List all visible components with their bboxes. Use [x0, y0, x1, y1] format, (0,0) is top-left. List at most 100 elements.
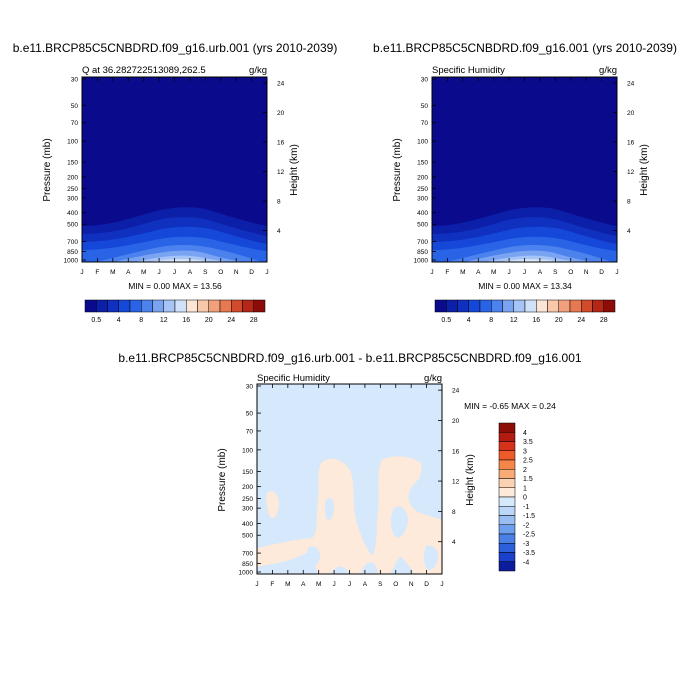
- colorbar-swatch: [163, 299, 176, 313]
- panel-3: b.e11.BRCP85C5CNBDRD.f09_g16.urb.001 - b…: [118, 351, 581, 588]
- colorbar-swatch: [479, 299, 492, 313]
- x-tick-label: J: [265, 269, 268, 276]
- x-tick-label: J: [255, 581, 258, 588]
- y2-tick-label: 4: [277, 228, 281, 235]
- y-tick-label: 700: [242, 551, 253, 558]
- colorbar-swatch: [96, 299, 108, 313]
- y-tick-label: 70: [246, 428, 254, 435]
- y-tick-label: 1000: [64, 258, 79, 265]
- x-tick-label: N: [409, 581, 414, 588]
- colorbar-swatch: [231, 299, 243, 313]
- panel-1-y-title: Pressure (mb): [42, 138, 53, 201]
- colorbar-swatch: [513, 299, 526, 313]
- x-tick-label: O: [393, 581, 398, 588]
- colorbar-swatch: [498, 561, 516, 572]
- colorbar-label: 16: [532, 317, 540, 324]
- x-tick-label: M: [285, 581, 290, 588]
- colorbar-swatch: [603, 299, 616, 313]
- x-tick-label: J: [332, 581, 335, 588]
- colorbar-swatch: [253, 299, 266, 313]
- colorbar-label: 24: [227, 317, 235, 324]
- y-tick-label: 850: [242, 561, 253, 568]
- x-tick-label: N: [584, 269, 589, 276]
- x-tick-label: D: [599, 269, 604, 276]
- y-tick-label: 700: [417, 239, 428, 246]
- colorbar-swatch: [498, 478, 516, 488]
- panel-1-left-label: Q at 36.2827225130​89,262.5: [82, 65, 206, 76]
- colorbar-swatch: [141, 299, 153, 313]
- colorbar-label: 4: [117, 317, 121, 324]
- colorbar-swatch: [174, 299, 187, 313]
- colorbar-label: 28: [250, 317, 258, 324]
- colorbar-swatch: [242, 299, 254, 313]
- x-tick-label: M: [110, 269, 115, 276]
- x-tick-label: J: [80, 269, 83, 276]
- x-tick-label: S: [378, 581, 383, 588]
- colorbar-swatch: [498, 422, 516, 433]
- colorbar-label: 16: [182, 317, 190, 324]
- y-tick-label: 100: [67, 139, 78, 146]
- colorbar-label: 3: [523, 448, 527, 455]
- colorbar-swatch: [107, 299, 119, 313]
- colorbar-label: 4: [467, 317, 471, 324]
- y-tick-label: 150: [417, 160, 428, 167]
- y-tick-label: 50: [71, 103, 79, 110]
- panel-2-axes: 30 50 70 100 150 200 250 300 400 500 700 850 1000 24 2…: [414, 77, 635, 277]
- y2-tick-label: 24: [627, 81, 635, 88]
- y2-tick-label: 8: [452, 509, 456, 516]
- y2-tick-label: 16: [452, 448, 460, 455]
- y2-tick-label: 16: [627, 140, 635, 147]
- panel-2: b.e11.BRCP85C5CNBDRD.f09_g16.001 (yrs 20…: [373, 41, 677, 324]
- colorbar-swatch: [186, 299, 198, 313]
- panel-3-axes: 30 50 70 100 150 200 250 300 400 500 700 850 1000 24 2…: [239, 384, 460, 589]
- panel-3-left-label: Specific Humidity: [257, 373, 330, 384]
- colorbar-label: 1.5: [523, 476, 533, 483]
- colorbar-label: -1: [523, 504, 529, 511]
- panel-2-left-label: Specific Humidity: [432, 65, 505, 76]
- colorbar-label: 8: [489, 317, 493, 324]
- y-tick-label: 250: [242, 496, 253, 503]
- colorbar-swatch: [498, 441, 516, 451]
- y-tick-label: 500: [67, 222, 78, 229]
- colorbar-label: 0.5: [441, 317, 451, 324]
- y2-tick-label: 12: [627, 169, 635, 176]
- x-tick-label: O: [568, 269, 573, 276]
- y-tick-label: 100: [417, 139, 428, 146]
- panel-2-y2-title: Height (km): [639, 144, 650, 196]
- colorbar-swatch: [491, 299, 503, 313]
- panel-1-axes: 30 50 70 100 150 200 250 300 400 500 700 850 1000 24 2…: [64, 77, 285, 277]
- y-tick-label: 400: [67, 210, 78, 217]
- y2-tick-label: 20: [627, 110, 635, 117]
- panel-1-title: b.e11.BRCP85C5CNBDRD.f09_g16.urb.001 (yr…: [13, 41, 338, 55]
- colorbar-swatch: [457, 299, 469, 313]
- colorbar-label: -2: [523, 522, 529, 529]
- panel-3-colorbar: 4 3.5 3 2.5 2 1.5 1 0 -1 -1.5 -2 -2.5 -3 -3.5 -4: [498, 422, 535, 572]
- colorbar-swatch: [558, 299, 571, 313]
- x-tick-label: M: [460, 269, 465, 276]
- x-tick-label: D: [249, 269, 254, 276]
- colorbar-swatch: [118, 299, 131, 313]
- y-tick-label: 50: [246, 411, 254, 418]
- x-tick-label: J: [157, 269, 160, 276]
- x-tick-label: A: [363, 581, 368, 588]
- colorbar-label: 2.5: [523, 458, 533, 465]
- panel-3-minmax: MIN = -0.65 MAX = 0.24: [464, 401, 556, 411]
- panel-3-y2-title: Height (km): [465, 454, 476, 506]
- colorbar-swatch: [498, 450, 516, 461]
- colorbar-label: -4: [523, 559, 529, 566]
- colorbar-label: 3.5: [523, 439, 533, 446]
- colorbar-label: -2.5: [523, 532, 535, 539]
- colorbar-swatch: [498, 432, 516, 442]
- colorbar-label: 28: [600, 317, 608, 324]
- x-tick-label: S: [203, 269, 208, 276]
- y-tick-label: 250: [67, 186, 78, 193]
- y-tick-label: 100: [242, 447, 253, 454]
- colorbar-label: 2: [523, 467, 527, 474]
- colorbar-swatch: [468, 299, 481, 313]
- x-tick-label: F: [445, 269, 449, 276]
- y-tick-label: 300: [242, 506, 253, 513]
- y-tick-label: 200: [242, 484, 253, 491]
- colorbar-label: 20: [205, 317, 213, 324]
- y2-tick-label: 4: [452, 539, 456, 546]
- y-tick-label: 30: [421, 77, 429, 84]
